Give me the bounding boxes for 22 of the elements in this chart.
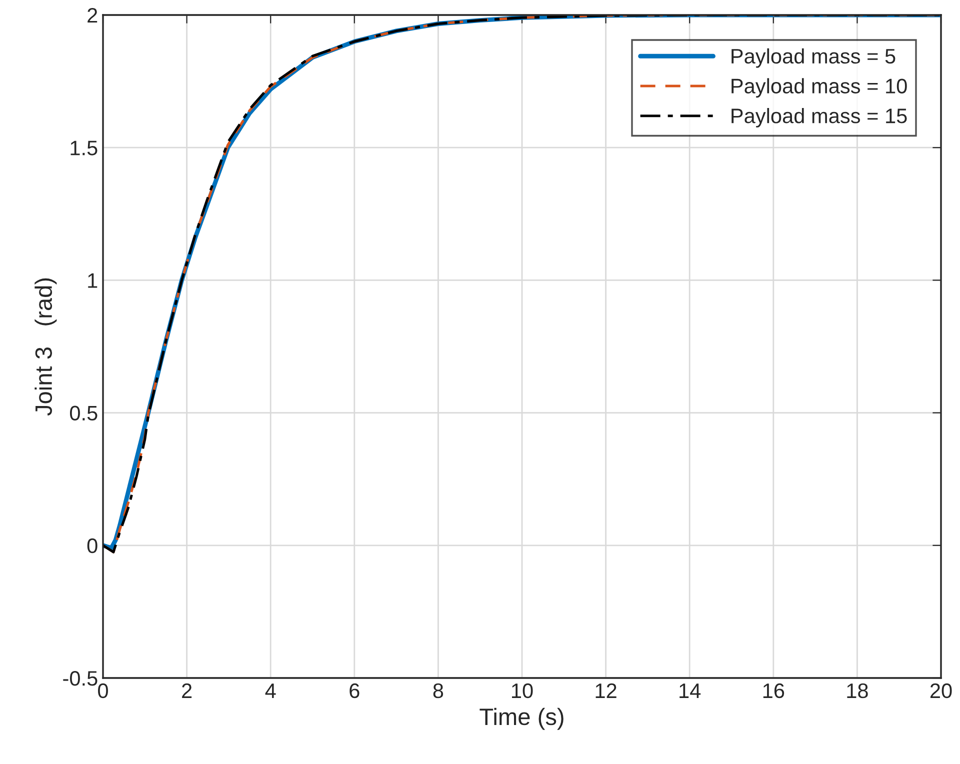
legend-label: Payload mass = 15	[732, 108, 907, 128]
y-tick-label: 0	[87, 538, 98, 554]
x-tick-label: 14	[680, 684, 701, 698]
y-axis-title: Joint 3 (rad)	[34, 278, 57, 416]
x-tick-label: 6	[350, 683, 360, 698]
x-tick-label: 4	[265, 684, 276, 698]
x-tick-label: 12	[596, 683, 616, 698]
y-tick-label: 0.5	[70, 406, 98, 421]
x-tick-label: 20	[930, 683, 952, 698]
y-tick-label: 1.5	[70, 140, 98, 156]
legend-label: Payload mass = 10	[732, 78, 907, 98]
legend-label: Payload mass = 5	[732, 48, 896, 68]
x-tick-label: 10	[512, 683, 533, 698]
x-tick-label: 18	[847, 683, 868, 698]
x-tick-label: 8	[433, 683, 444, 698]
x-tick-label: 16	[763, 683, 784, 698]
x-tick-label: 2	[182, 683, 192, 698]
x-axis-title: Time (s)	[480, 708, 564, 730]
y-tick-label: 2	[88, 8, 98, 23]
y-tick-label: 1	[88, 273, 98, 288]
y-tick-label: -0.5	[63, 671, 98, 686]
x-tick-label: 0	[98, 683, 108, 698]
